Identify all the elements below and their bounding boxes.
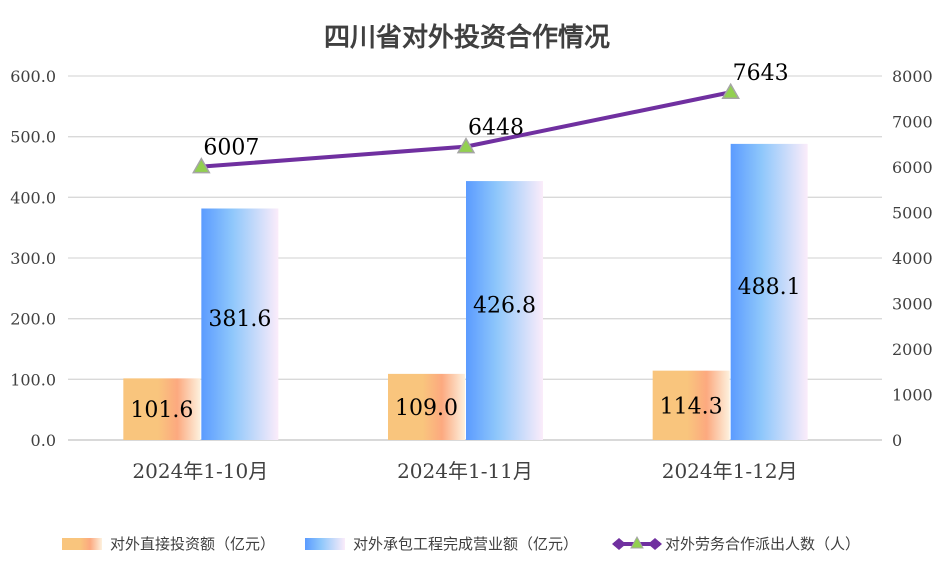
x-tick-label: 2024年1-10月	[132, 459, 268, 483]
bars: 101.6 109.0 114.3 381.6 426.8 488.1	[123, 143, 808, 441]
line-path	[201, 90, 732, 169]
legend-swatch-contract-projects	[305, 538, 345, 550]
bar-direct-investment	[388, 373, 465, 440]
bar-contract-projects	[466, 181, 543, 441]
right-tick-label: 0	[892, 431, 902, 450]
bar-data-label: 488.1	[738, 275, 801, 300]
right-tick-label: 7000	[892, 113, 933, 132]
bar-direct-investment	[652, 370, 730, 440]
left-tick-label: 0.0	[31, 431, 56, 450]
bar-data-label: 101.6	[130, 398, 193, 423]
legend-label-contract-projects: 对外承包工程完成营业额（亿元）	[353, 535, 578, 553]
bar-data-label: 114.3	[660, 394, 723, 419]
left-tick-label: 300.0	[10, 249, 56, 268]
line-data-label: 6007	[203, 136, 259, 161]
triangle-marker-icon	[630, 535, 644, 549]
bar-data-label: 426.8	[473, 294, 536, 319]
bar-direct-investment	[123, 378, 201, 440]
right-tick-label: 8000	[892, 67, 933, 86]
line-data-label: 7643	[733, 61, 789, 86]
line-point-marker	[192, 157, 211, 174]
right-tick-label: 1000	[892, 386, 933, 405]
x-tick-label: 2024年1-12月	[662, 459, 798, 483]
legend-swatch-labor-line	[612, 535, 662, 550]
line-data-label: 6448	[468, 116, 524, 141]
left-tick-label: 200.0	[10, 310, 56, 329]
line-point-marker	[721, 82, 740, 99]
left-tick-label: 100.0	[10, 370, 56, 389]
x-axis: 2024年1-10月 2024年1-11月 2024年1-12月	[132, 459, 797, 483]
right-axis: 0 1000 2000 3000 4000 5000 6000 7000 8000	[892, 67, 933, 450]
right-tick-label: 6000	[892, 158, 933, 177]
line-series: 6007 6448 7643	[192, 61, 789, 174]
right-tick-label: 3000	[892, 295, 933, 314]
legend-label-labor: 对外劳务合作派出人数（人）	[665, 535, 860, 553]
left-tick-label: 600.0	[10, 67, 56, 86]
legend-swatch-direct-investment	[62, 538, 102, 550]
left-tick-label: 500.0	[10, 128, 56, 147]
bar-contract-projects	[201, 208, 279, 440]
legend-label-direct-investment: 对外直接投资额（亿元）	[110, 535, 275, 553]
left-tick-label: 400.0	[10, 188, 56, 207]
left-axis: 0.0 100.0 200.0 300.0 400.0 500.0 600.0	[10, 67, 56, 450]
line-point-marker	[456, 137, 476, 154]
right-tick-label: 4000	[892, 249, 933, 268]
right-tick-label: 2000	[892, 340, 933, 359]
x-tick-label: 2024年1-11月	[397, 459, 533, 483]
bar-contract-projects	[730, 143, 808, 441]
bar-data-label: 381.6	[208, 307, 271, 332]
right-tick-label: 5000	[892, 204, 933, 223]
legend: 对外直接投资额（亿元） 对外承包工程完成营业额（亿元） 对外劳务合作派出人数（人…	[62, 535, 860, 553]
bar-data-label: 109.0	[395, 396, 458, 421]
chart-title: 四川省对外投资合作情况	[324, 22, 610, 53]
